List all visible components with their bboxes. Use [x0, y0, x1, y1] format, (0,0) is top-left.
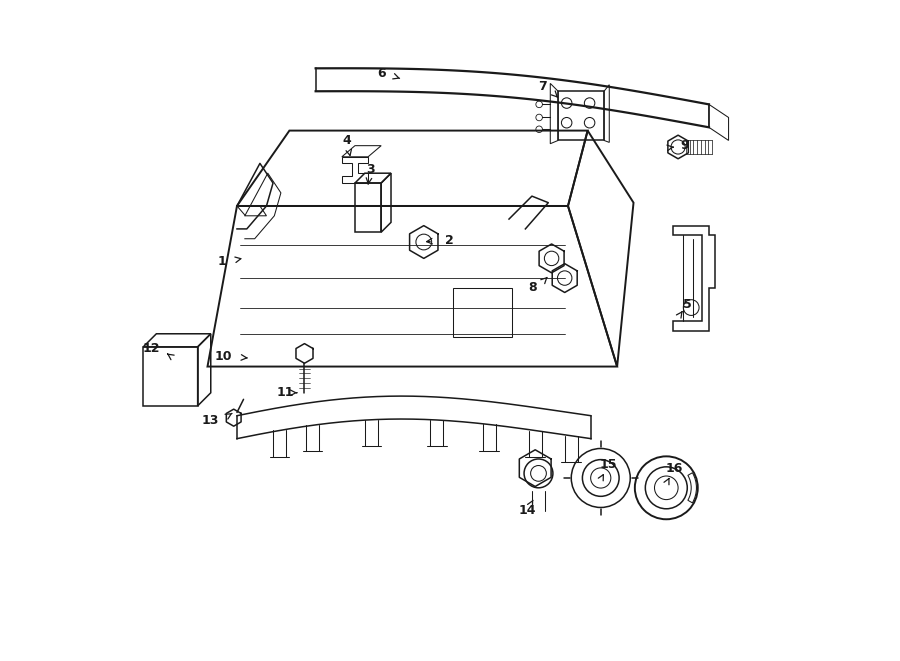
Text: 7: 7 — [538, 80, 547, 93]
Text: 1: 1 — [217, 255, 226, 268]
Text: 14: 14 — [518, 504, 536, 518]
Text: 8: 8 — [528, 282, 536, 294]
Text: 3: 3 — [365, 163, 374, 176]
Text: 10: 10 — [215, 350, 232, 363]
Text: 11: 11 — [276, 386, 293, 399]
Text: 16: 16 — [665, 461, 683, 475]
Text: 5: 5 — [683, 298, 691, 311]
Text: 2: 2 — [445, 233, 454, 247]
Text: 4: 4 — [342, 134, 351, 147]
Text: 6: 6 — [377, 67, 386, 80]
Text: 15: 15 — [600, 458, 617, 471]
Text: 13: 13 — [202, 414, 220, 428]
Text: 9: 9 — [680, 139, 689, 152]
Text: 12: 12 — [143, 342, 160, 356]
